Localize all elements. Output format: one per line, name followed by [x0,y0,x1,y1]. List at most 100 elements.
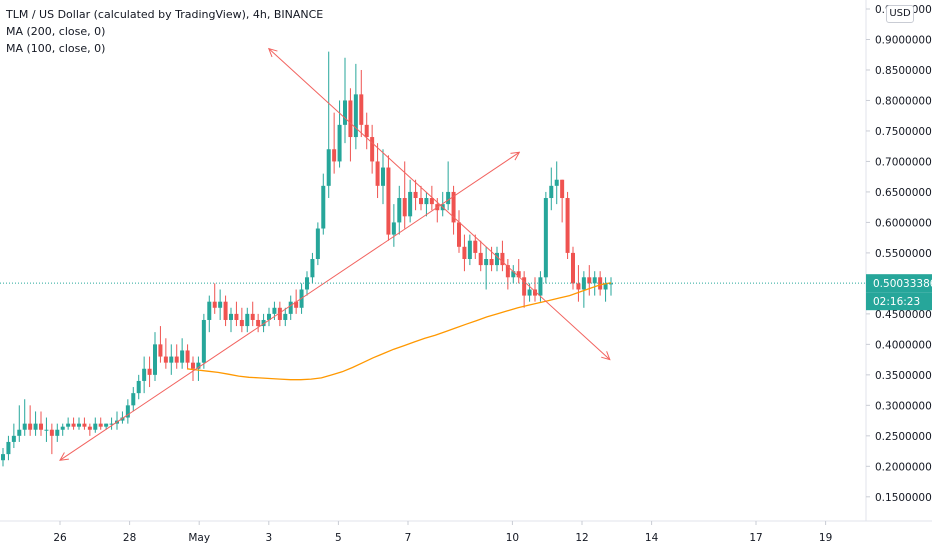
candle-body[interactable] [39,423,43,430]
candle-body[interactable] [163,356,168,363]
candle-body[interactable] [571,252,575,284]
candle-body[interactable] [375,161,380,186]
time-tick-label: 28 [123,532,136,544]
candle-body[interactable] [310,259,315,278]
candle-body[interactable] [22,423,27,430]
candle-body[interactable] [77,423,81,427]
candle-body[interactable] [17,429,22,436]
candle-body[interactable] [495,252,499,266]
candle-body[interactable] [44,429,49,431]
candle-body[interactable] [11,435,16,442]
candle-body[interactable] [207,301,212,320]
candle-body[interactable] [283,313,288,320]
candle-body[interactable] [413,191,418,199]
legend-title[interactable]: TLM / US Dollar (calculated by TradingVi… [6,8,324,21]
candle-body[interactable] [6,441,11,455]
candle-body[interactable] [554,179,559,186]
candle-body[interactable] [169,356,174,363]
candle-body[interactable] [33,423,38,430]
candle-body[interactable] [478,252,483,266]
trend-arrow-drawing[interactable] [60,152,519,460]
candle-body[interactable] [527,289,532,296]
candle-body[interactable] [446,191,451,205]
candle-body[interactable] [272,307,277,314]
candle-body[interactable] [250,313,255,320]
candle-body[interactable] [321,185,326,229]
candle-body[interactable] [391,222,396,235]
candle-body[interactable] [364,124,369,138]
candle-body[interactable] [55,429,60,436]
candle-body[interactable] [473,240,478,253]
candle-body[interactable] [337,124,342,162]
candle-body[interactable] [229,313,233,320]
candle-body[interactable] [180,350,185,363]
candle-body[interactable] [174,356,179,363]
candle-body[interactable] [419,198,423,205]
candle-body[interactable] [543,198,548,278]
legend-ma100[interactable]: MA (100, close, 0) [6,42,106,55]
candle-body[interactable] [489,259,494,266]
candle-body[interactable] [82,423,87,427]
candle-body[interactable] [28,423,33,430]
candle-body[interactable] [326,149,331,186]
candle-body[interactable] [245,313,250,327]
candle-body[interactable] [131,393,136,406]
trend-arrow-drawing[interactable] [269,49,610,360]
candle-body[interactable] [201,319,206,363]
candle-body[interactable] [343,100,347,125]
candle-body[interactable] [1,454,5,461]
candle-body[interactable] [71,423,76,427]
candle-body[interactable] [98,423,103,427]
candle-body[interactable] [457,222,461,247]
candle-body[interactable] [256,319,261,327]
candle-body[interactable] [191,362,195,369]
candle-body[interactable] [424,198,429,205]
candle-body[interactable] [353,94,358,138]
candle-body[interactable] [104,423,109,427]
candle-body[interactable] [538,277,543,296]
candle-body[interactable] [565,198,570,253]
candle-body[interactable] [609,283,613,285]
candle-body[interactable] [239,319,244,327]
candle-body[interactable] [212,301,217,308]
candle-body[interactable] [66,423,71,427]
candle-body[interactable] [462,246,467,259]
price-tags: 0.50033386 02:16:23 [866,274,932,311]
candle-body[interactable] [592,277,597,284]
last-price-tag[interactable] [866,274,932,293]
candle-body[interactable] [386,167,391,235]
candle-body[interactable] [359,94,364,125]
candle-body[interactable] [234,313,239,320]
candle-body[interactable] [185,350,190,363]
candle-body[interactable] [397,198,402,223]
candle-body[interactable] [315,228,320,259]
candle-body[interactable] [370,137,375,162]
moving-average-line[interactable] [186,282,612,381]
candle-body[interactable] [153,344,157,375]
candle-body[interactable] [136,380,141,394]
candle-body[interactable] [484,259,489,266]
candle-body[interactable] [223,301,228,320]
candle-body[interactable] [142,368,147,381]
candle-body[interactable] [288,301,293,314]
candle-body[interactable] [467,240,472,259]
candle-body[interactable] [402,198,407,217]
candle-body[interactable] [87,426,92,430]
candle-body[interactable] [587,277,592,284]
candle-body[interactable] [218,301,223,308]
candle-body[interactable] [60,426,65,430]
candle-body[interactable] [381,167,385,186]
legend-ma200[interactable]: MA (200, close, 0) [6,25,106,38]
currency-badge[interactable]: USD [886,5,914,23]
candle-body[interactable] [348,100,353,138]
candle-body[interactable] [576,283,581,290]
candle-body[interactable] [549,185,554,199]
candle-body[interactable] [408,191,413,217]
candle-body[interactable] [93,423,98,430]
candle-body[interactable] [147,368,152,375]
candle-body[interactable] [560,179,565,199]
candle-body[interactable] [158,344,163,357]
candle-body[interactable] [332,149,337,162]
candle-body[interactable] [49,429,54,436]
